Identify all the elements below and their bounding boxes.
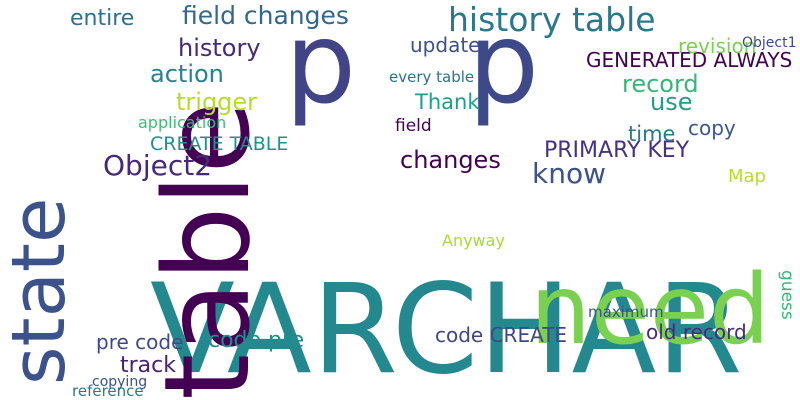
cloud-word: CREATE TABLE (150, 133, 289, 155)
cloud-word: guess (777, 270, 797, 320)
cloud-word: pre code (96, 330, 184, 354)
cloud-word: p (285, 0, 357, 129)
cloud-word: track (120, 353, 176, 378)
cloud-word: time (628, 122, 676, 146)
cloud-word: use (650, 88, 693, 116)
cloud-word: code pre (208, 328, 305, 353)
cloud-word: p (468, 0, 540, 129)
cloud-word: copy (688, 116, 736, 140)
cloud-word: VARCHAR (150, 258, 743, 400)
cloud-word: history (178, 34, 261, 62)
cloud-word: entire (70, 6, 135, 31)
cloud-word: old record (646, 320, 747, 344)
cloud-word: copying (92, 374, 148, 390)
cloud-word: trigger (176, 88, 258, 116)
cloud-word: maximum (588, 303, 664, 321)
cloud-word: field (395, 116, 432, 136)
cloud-word: changes (400, 146, 501, 174)
cloud-word: Thank (415, 90, 480, 114)
cloud-word: reference (72, 382, 144, 400)
cloud-word: need (530, 254, 770, 366)
cloud-word: code CREATE (435, 323, 568, 347)
cloud-word: PRIMARY KEY (544, 138, 690, 163)
cloud-word: revision (678, 34, 757, 58)
cloud-word: application (138, 113, 227, 132)
cloud-word: update (410, 33, 481, 57)
cloud-word: history table (448, 0, 656, 39)
cloud-word: know (532, 157, 606, 190)
cloud-word: record (622, 70, 699, 98)
cloud-word: Object1 (742, 35, 797, 51)
cloud-word: field changes (182, 1, 349, 30)
cloud-word: Anyway (442, 231, 505, 250)
cloud-word: every table (389, 68, 475, 86)
cloud-word: Map (728, 166, 766, 187)
cloud-word: action (150, 60, 224, 88)
cloud-word: GENERATED ALWAYS (586, 48, 793, 72)
cloud-word: state (0, 197, 82, 385)
cloud-word: Object2 (103, 149, 213, 182)
